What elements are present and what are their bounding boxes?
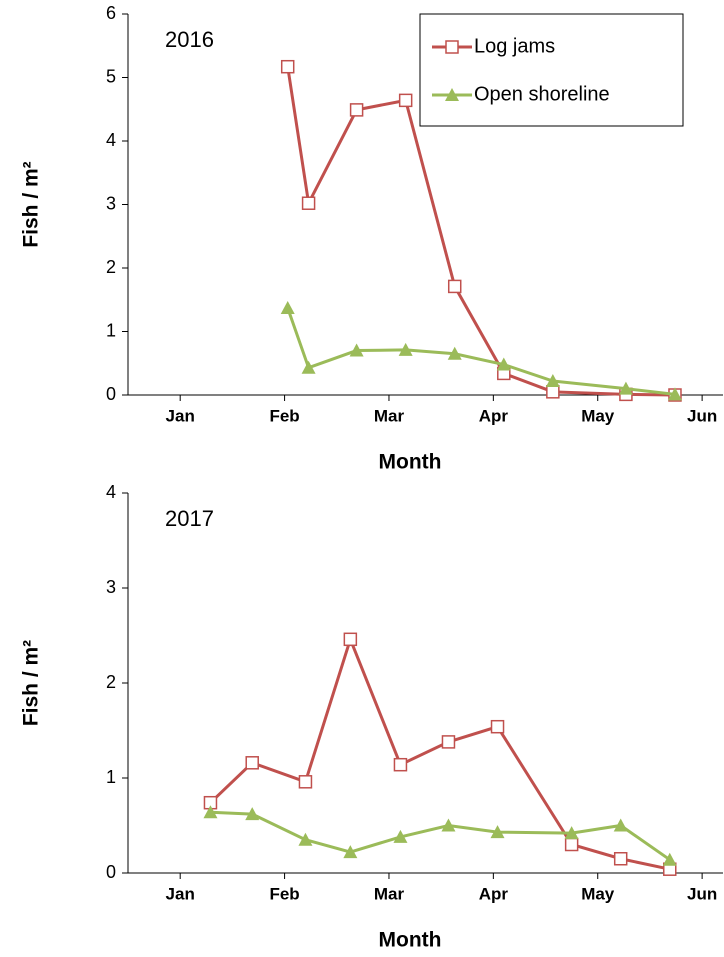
data-point: [393, 757, 408, 772]
x-axis-title: Month: [379, 929, 442, 952]
data-point: [441, 735, 456, 749]
data-point: [349, 343, 364, 357]
data-point: [301, 196, 316, 210]
y-axis-title: Fish / m²: [20, 161, 43, 247]
annotation: 2017: [165, 506, 214, 531]
legend-label: Open shoreline: [474, 83, 610, 105]
y-tick-label: 5: [106, 66, 116, 86]
series-line: [210, 810, 671, 861]
x-tick-label: Apr: [479, 884, 509, 903]
data-point: [280, 301, 295, 315]
legend: [419, 13, 684, 127]
data-point: [398, 342, 413, 356]
data-point: [545, 374, 560, 388]
data-point: [343, 845, 358, 859]
data-point: [301, 360, 316, 374]
y-tick-label: 1: [106, 320, 116, 340]
data-point: [245, 807, 260, 821]
y-tick-label: 6: [106, 3, 116, 23]
legend-marker: [445, 88, 459, 101]
data-point: [490, 825, 505, 839]
data-point: [245, 756, 259, 770]
y-tick-label: 2: [106, 257, 116, 277]
data-point: [349, 103, 364, 117]
x-tick-label: Jun: [687, 406, 717, 425]
data-point: [298, 775, 313, 789]
y-tick-label: 1: [106, 767, 116, 787]
x-axis-title: Month: [379, 451, 442, 474]
y-tick-label: 4: [106, 130, 116, 150]
data-point: [613, 852, 628, 866]
data-point: [546, 385, 560, 399]
data-point: [447, 346, 462, 360]
data-point: [564, 837, 579, 852]
data-point: [343, 632, 358, 647]
data-point: [496, 357, 511, 371]
legend-label: Log jams: [474, 35, 555, 57]
series-line: [209, 634, 671, 871]
x-tick-label: Jun: [687, 884, 717, 903]
data-point: [490, 719, 505, 734]
data-point: [618, 381, 633, 395]
data-point: [564, 826, 579, 840]
data-point: [280, 59, 295, 74]
y-tick-label: 3: [106, 577, 116, 597]
data-point: [298, 832, 313, 846]
y-tick-label: 0: [106, 384, 116, 404]
y-tick-label: 2: [106, 672, 116, 692]
x-tick-label: May: [581, 406, 615, 425]
y-tick-label: 0: [106, 862, 116, 882]
x-tick-label: May: [581, 884, 615, 903]
data-point: [613, 818, 628, 832]
x-tick-label: Feb: [269, 884, 299, 903]
series-line: [286, 307, 676, 396]
data-point: [662, 852, 677, 866]
annotation: 2016: [165, 27, 214, 52]
x-tick-label: Jan: [166, 406, 195, 425]
legend-marker: [445, 40, 459, 54]
data-point: [398, 93, 413, 108]
y-tick-label: 3: [106, 193, 116, 213]
x-tick-label: Jan: [166, 884, 195, 903]
data-point: [203, 805, 218, 819]
data-point: [393, 829, 408, 843]
data-point: [667, 387, 682, 401]
y-tick-label: 4: [106, 482, 116, 502]
x-tick-label: Feb: [269, 406, 299, 425]
x-tick-label: Apr: [479, 406, 509, 425]
x-tick-label: Mar: [374, 884, 405, 903]
data-point: [447, 279, 462, 294]
data-point: [441, 818, 456, 832]
x-tick-label: Mar: [374, 406, 405, 425]
y-axis-title: Fish / m²: [20, 640, 43, 726]
